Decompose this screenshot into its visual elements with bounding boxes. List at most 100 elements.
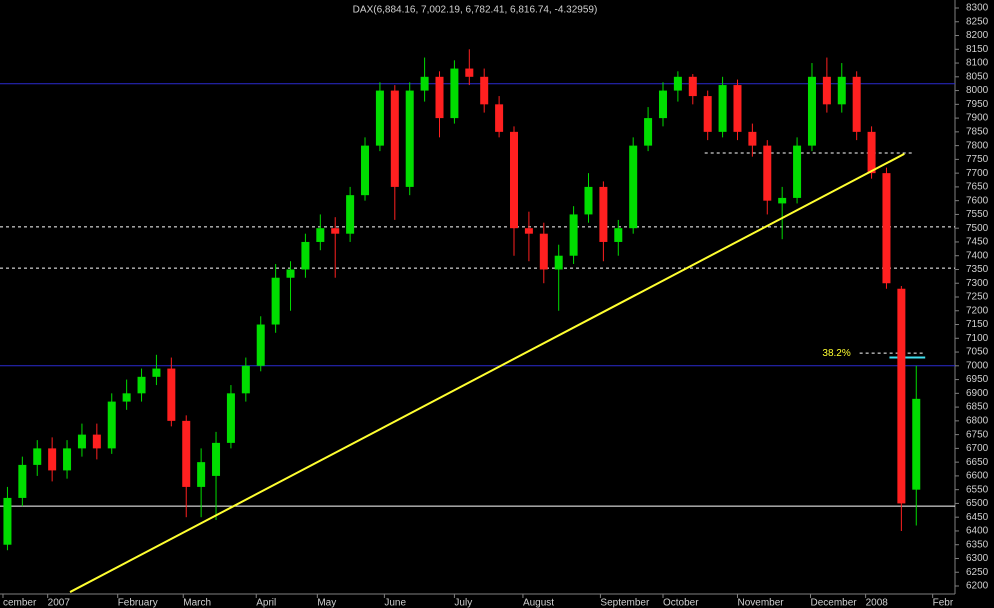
y-tick-label: 6350 [966,539,989,550]
candle-body [778,197,787,204]
annotation: 38.2% [822,348,850,359]
candle-body [644,118,653,146]
y-tick-label: 7500 [966,223,989,234]
candle-body [703,96,712,132]
y-tick-label: 6800 [966,415,989,426]
candle-body [718,85,727,132]
chart-title: DAX(6,884.16, 7,002.19, 6,782.41, 6,816.… [353,5,598,16]
candle-body [63,448,72,471]
x-tick-label: Febr [933,598,954,608]
trendline [69,152,905,593]
candle-body [807,76,816,146]
x-tick-label: July [454,598,472,608]
candle-body [107,401,116,449]
y-tick-label: 8100 [966,58,989,69]
y-tick-label: 7800 [966,140,989,151]
x-tick-label: May [317,598,336,608]
y-tick-label: 7650 [966,182,989,193]
candle-body [673,76,682,91]
candle-body [510,131,519,229]
candle-body [554,255,563,270]
candle-body [867,131,876,174]
candle-body [301,241,310,270]
y-tick-label: 7950 [966,99,989,110]
candle-body [480,76,489,105]
y-tick-label: 6650 [966,457,989,468]
y-tick-label: 7350 [966,264,989,275]
y-tick-label: 7600 [966,195,989,206]
y-tick-label: 6750 [966,429,989,440]
candle-body [361,145,370,196]
y-tick-label: 7050 [966,347,989,358]
candle-body [405,90,414,187]
y-tick-label: 6600 [966,471,989,482]
candle-body [793,145,802,198]
y-tick-label: 6250 [966,567,989,578]
y-tick-label: 7150 [966,319,989,330]
y-tick-label: 7400 [966,250,989,261]
y-tick-label: 6700 [966,443,989,454]
y-tick-label: 7250 [966,292,989,303]
y-tick-label: 6950 [966,374,989,385]
candle-body [286,269,295,278]
candle-body [629,145,638,229]
candle-body [465,68,474,77]
candle-body [852,76,861,132]
candle-body [167,368,176,421]
candle-body [182,420,191,487]
candle-body [688,76,697,97]
x-tick-label: November [737,598,784,608]
y-tick-label: 8150 [966,44,989,55]
candle-body [569,214,578,256]
y-tick-label: 7700 [966,168,989,179]
candle-body [226,393,235,443]
y-tick-label: 6200 [966,581,989,592]
y-tick-label: 8250 [966,16,989,27]
y-tick-label: 6400 [966,526,989,537]
candle-body [346,195,355,234]
candle-body [241,365,250,394]
y-tick-label: 6900 [966,388,989,399]
candle-body [584,186,593,215]
y-tick-label: 6500 [966,498,989,509]
candle-body [763,145,772,201]
candle-body [435,76,444,119]
candle-body [122,393,131,402]
candle-body [256,324,265,366]
x-tick-label: 2007 [48,598,71,608]
candle-body [331,228,340,234]
y-tick-label: 7000 [966,360,989,371]
candle-body [614,228,623,242]
candle-body [18,464,27,498]
candle-body [882,173,891,284]
candle-body [897,288,906,504]
candle-body [539,233,548,270]
y-tick-label: 7450 [966,237,989,248]
candle-body [316,228,325,242]
candle-body [197,462,206,487]
candle-body [599,186,608,242]
candle-body [748,131,757,146]
candle-body [48,448,57,471]
y-tick-label: 7850 [966,126,989,137]
x-tick-label: June [384,598,406,608]
y-tick-label: 7200 [966,305,989,316]
x-tick-label: October [663,598,699,608]
y-tick-label: 6550 [966,484,989,495]
candle-body [733,85,742,132]
candle-body [822,76,831,105]
y-tick-label: 7300 [966,278,989,289]
candle-body [375,90,384,146]
candle-body [837,76,846,105]
candle-body [524,228,533,234]
y-tick-label: 7550 [966,209,989,220]
candle-body [450,68,459,119]
x-tick-label: December [810,598,857,608]
x-tick-label: 2008 [866,598,889,608]
candle-body [912,398,921,490]
candle-body [152,368,161,377]
x-tick-label: August [523,598,554,608]
y-tick-label: 8300 [966,3,989,14]
y-tick-label: 8200 [966,30,989,41]
